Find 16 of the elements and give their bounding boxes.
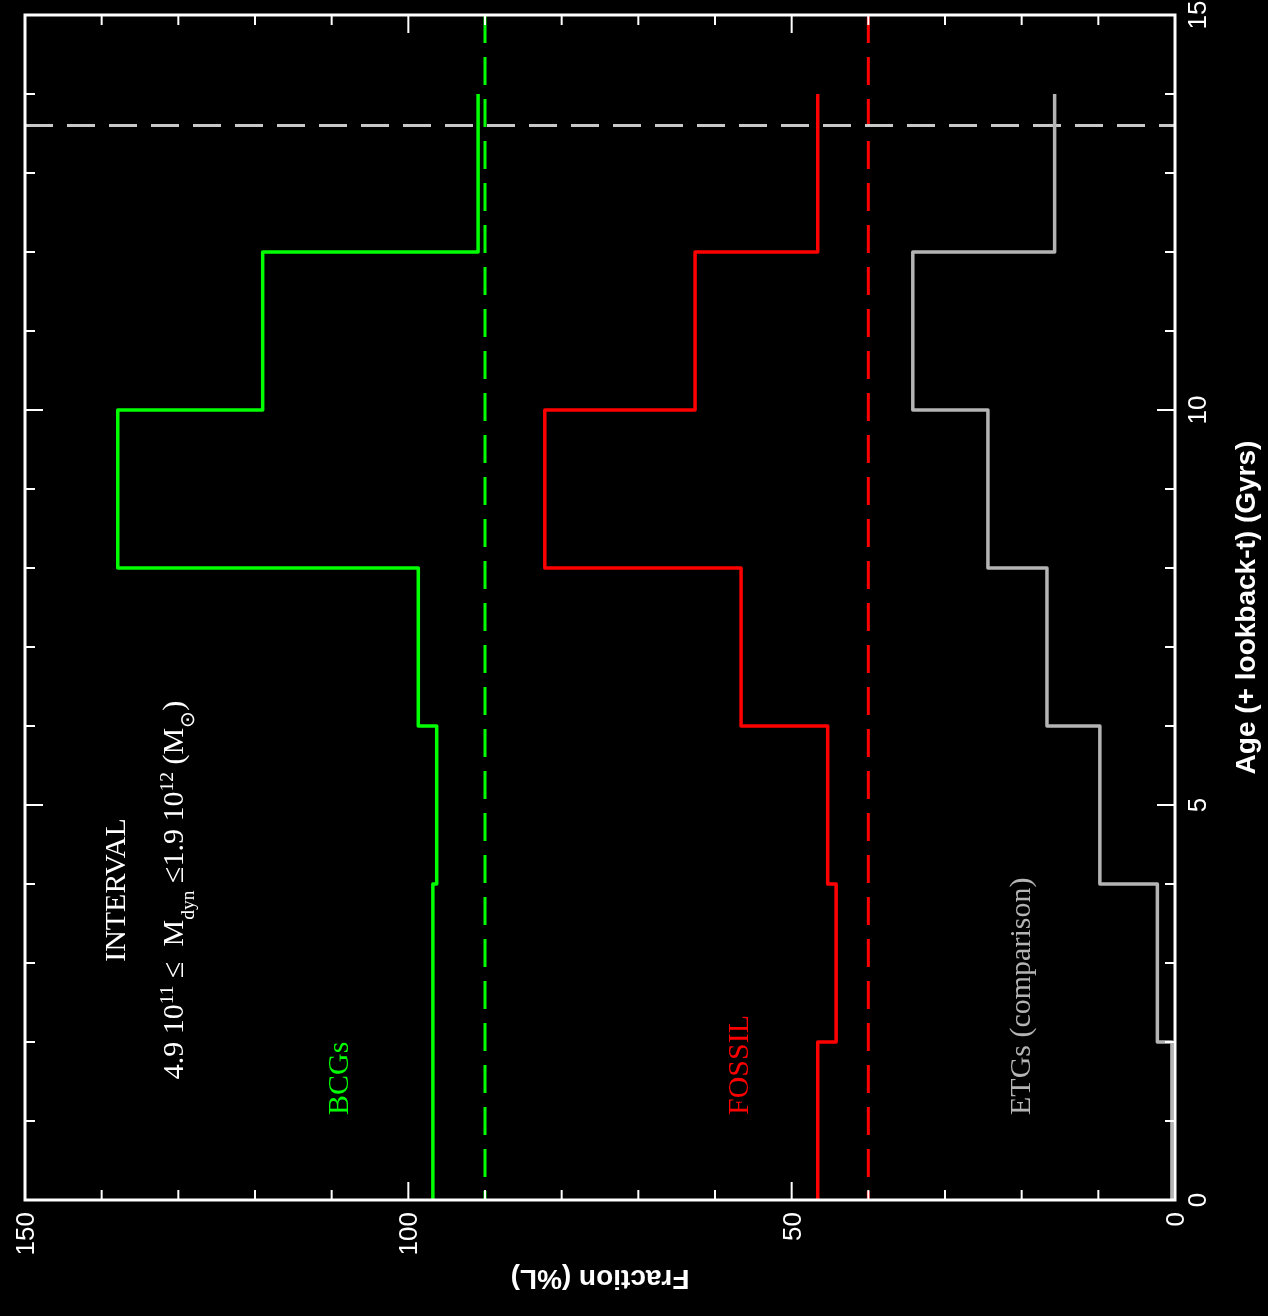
- y-axis-title: Age (+ lookback-t) (Gyrs): [1229, 440, 1261, 775]
- x-tick-label: 100: [393, 1212, 424, 1256]
- text: FOSSIL: [720, 1014, 754, 1115]
- x-tick-label: 150: [10, 1212, 41, 1256]
- annotation: INTERVAL: [98, 818, 131, 962]
- x-tick-label: 0: [1160, 1212, 1191, 1227]
- line-series: [911, 92, 1174, 1202]
- y-tick-label: 10: [1182, 395, 1213, 425]
- y-tick-label: 5: [1182, 797, 1213, 813]
- x-tick-label: 50: [776, 1212, 807, 1241]
- text: BCGs: [321, 1041, 355, 1115]
- line-series: [543, 92, 838, 1202]
- y-tick-label: 0: [1182, 1192, 1213, 1208]
- text: ETGs (comparison): [1002, 877, 1037, 1115]
- x-axis-title: Fraction (%L): [510, 1264, 690, 1296]
- y-tick-label: 15: [1182, 0, 1213, 30]
